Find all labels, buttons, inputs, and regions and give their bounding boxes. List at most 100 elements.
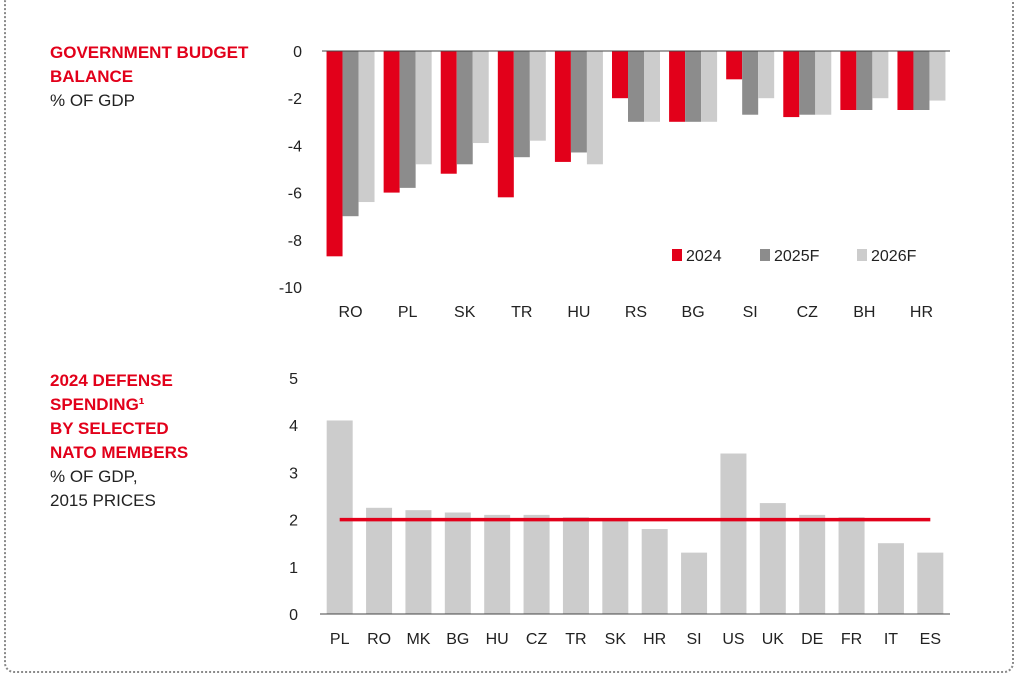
budget-bar-ro-2026f [358, 51, 375, 203]
legend-swatch-2025f [760, 249, 770, 261]
budget-bar-hr-2024 [897, 51, 914, 110]
defense-ytick-label: 3 [289, 465, 298, 482]
budget-bar-cz-2024 [783, 51, 800, 118]
budget-bar-hu-2025f [570, 51, 587, 153]
defense-bar-mk [405, 510, 432, 614]
budget-xtick-label: HU [567, 304, 590, 321]
budget-title: GOVERNMENT BUDGET BALANCE [50, 43, 249, 86]
budget-bar-pl-2026f [415, 51, 432, 165]
defense-title-line2: SPENDING¹ [50, 395, 145, 414]
defense-ytick-label: 2 [289, 513, 298, 530]
budget-bar-bh-2025f [856, 51, 873, 110]
defense-bar-fr [838, 517, 865, 614]
defense-ytick-label: 0 [289, 607, 298, 624]
defense-xtick-label: SI [687, 631, 702, 648]
defense-xtick-label: US [722, 631, 744, 648]
legend-label-2024: 2024 [686, 248, 722, 265]
defense-xtick-label: IT [884, 631, 898, 648]
defense-xtick-label: MK [406, 631, 430, 648]
defense-bar-bg [444, 512, 471, 614]
budget-bar-hu-2024 [554, 51, 571, 162]
budget-bar-tr-2025f [513, 51, 530, 158]
budget-ytick-label: 0 [293, 44, 302, 61]
budget-bar-cz-2026f [815, 51, 832, 115]
budget-ytick-label: -6 [288, 186, 302, 203]
budget-bar-hr-2026f [929, 51, 946, 101]
defense-xtick-label: FR [841, 631, 862, 648]
defense-bar-si [681, 552, 708, 614]
budget-bar-hu-2026f [586, 51, 603, 165]
defense-title-line3: BY SELECTED [50, 419, 169, 438]
legend-label-2026f: 2026F [871, 248, 917, 265]
defense-subtitle-line2: 2015 PRICES [50, 491, 156, 510]
budget-bar-ro-2025f [342, 51, 359, 217]
budget-xtick-label: PL [398, 304, 418, 321]
budget-bar-hr-2025f [913, 51, 930, 110]
budget-bar-si-2024 [726, 51, 743, 80]
defense-xtick-label: TR [565, 631, 586, 648]
budget-xtick-label: HR [910, 304, 933, 321]
budget-bar-tr-2024 [497, 51, 514, 198]
defense-xtick-label: RO [367, 631, 391, 648]
budget-bar-bg-2024 [669, 51, 686, 122]
budget-bar-pl-2025f [399, 51, 416, 188]
budget-bar-pl-2024 [383, 51, 400, 193]
defense-bar-hr [641, 529, 668, 614]
panel-frame [4, 0, 1014, 673]
defense-xtick-label: CZ [526, 631, 548, 648]
budget-bar-sk-2024 [440, 51, 457, 174]
defense-ytick-label: 1 [289, 560, 298, 577]
budget-xtick-label: RO [339, 304, 363, 321]
budget-bar-rs-2026f [644, 51, 660, 122]
budget-bar-rs-2025f [628, 51, 644, 122]
defense-xtick-label: HR [643, 631, 666, 648]
budget-xtick-label: BG [682, 304, 705, 321]
budget-bar-sk-2026f [472, 51, 489, 144]
budget-subtitle: % OF GDP [50, 91, 136, 110]
defense-xtick-label: HU [486, 631, 509, 648]
budget-bar-tr-2026f [529, 51, 546, 141]
defense-xtick-label: ES [920, 631, 941, 648]
defense-bar-ro [366, 507, 393, 614]
defense-ytick-label: 4 [289, 418, 298, 435]
defense-xtick-label: PL [330, 631, 350, 648]
budget-bar-bh-2026f [872, 51, 889, 99]
legend-swatch-2024 [672, 249, 682, 261]
budget-xtick-label: RS [625, 304, 647, 321]
budget-xtick-label: CZ [797, 304, 819, 321]
budget-bar-si-2026f [758, 51, 775, 99]
defense-bar-pl [326, 420, 353, 614]
defense-xtick-label: BG [446, 631, 469, 648]
defense-bar-us [720, 453, 747, 614]
budget-bar-bh-2024 [840, 51, 857, 110]
defense-bar-tr [562, 517, 589, 614]
budget-bar-rs-2024 [612, 51, 628, 99]
budget-bar-si-2025f [742, 51, 759, 115]
defense-xtick-label: UK [762, 631, 785, 648]
defense-title-line4: NATO MEMBERS [50, 443, 189, 462]
budget-bar-ro-2024 [326, 51, 343, 257]
budget-bar-cz-2025f [799, 51, 816, 115]
budget-xtick-label: BH [853, 304, 875, 321]
budget-bar-bg-2025f [685, 51, 702, 122]
budget-xtick-label: TR [511, 304, 532, 321]
defense-xtick-label: DE [801, 631, 823, 648]
budget-chart-title: GOVERNMENT BUDGET BALANCE % OF GDP [50, 41, 270, 113]
defense-ytick-label: 5 [289, 371, 298, 388]
budget-ytick-label: -8 [288, 233, 302, 250]
defense-title-line1: 2024 DEFENSE [50, 371, 173, 390]
budget-ytick-label: -2 [288, 91, 302, 108]
budget-bar-bg-2026f [701, 51, 718, 122]
legend-label-2025f: 2025F [774, 248, 820, 265]
defense-bar-es [917, 552, 944, 614]
budget-ytick-label: -4 [288, 138, 302, 155]
defense-bar-cz [523, 514, 550, 614]
budget-ytick-label: -10 [279, 280, 302, 297]
defense-xtick-label: SK [605, 631, 627, 648]
defense-bar-uk [759, 503, 786, 614]
defense-chart-title: 2024 DEFENSE SPENDING¹ BY SELECTED NATO … [50, 369, 270, 513]
budget-xtick-label: SK [454, 304, 476, 321]
budget-bar-sk-2025f [456, 51, 473, 165]
defense-bar-hu [484, 514, 511, 614]
